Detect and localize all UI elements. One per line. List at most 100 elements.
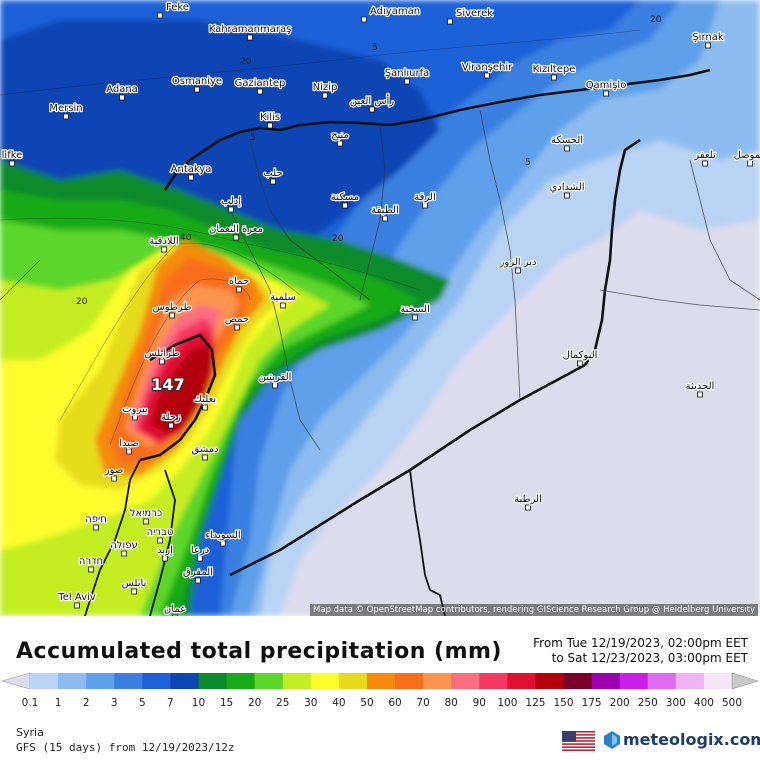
legend-labels: 0.1 1 2 3 5 7 10 15 20 25 30 40 50 60 70 80 90 100 125 150 1…	[0, 697, 760, 711]
city-tiberias[interactable]: טבריה	[145, 526, 175, 544]
city-kilis[interactable]: Kilis	[259, 111, 281, 129]
city-qaryatayn[interactable]: القريتين	[257, 371, 293, 389]
city-adiyaman[interactable]: Adıyaman	[361, 5, 421, 23]
city-osmaniye[interactable]: Osmaniye	[171, 75, 223, 93]
city-hasakah[interactable]: الحسكة	[550, 134, 584, 152]
city-suwayda[interactable]: السويداء	[204, 529, 242, 547]
city-hama[interactable]: حماة	[228, 275, 250, 293]
city-haditha[interactable]: الحديثة	[684, 380, 716, 398]
city-haifa[interactable]: חיפה	[84, 513, 108, 531]
city-sirnak[interactable]: Şırnak	[691, 31, 725, 49]
legend-label: 5	[138, 697, 146, 709]
legend-swatch	[591, 673, 621, 689]
city-tartus[interactable]: طرطوس	[151, 301, 193, 319]
city-marker	[202, 404, 208, 411]
city-zahle[interactable]: زحلة	[160, 411, 182, 429]
city-label: اللاذقية	[149, 236, 178, 247]
city-adana[interactable]: Adana	[105, 83, 139, 101]
city-hadera[interactable]: חדרה	[78, 555, 104, 573]
city-maarat[interactable]: معرة النعمان	[208, 223, 264, 241]
city-beirut[interactable]: بيروت	[121, 403, 149, 421]
city-tel-aviv[interactable]: Tel Aviv	[56, 591, 97, 609]
city-marker	[702, 160, 708, 167]
city-karmiel[interactable]: כרמיאל	[129, 507, 163, 525]
city-marker	[515, 267, 521, 274]
city-talafar[interactable]: تلعفر	[692, 149, 717, 167]
city-label: Viranşehir	[462, 62, 513, 73]
legend-swatch	[30, 673, 59, 689]
legend-swatch	[703, 673, 733, 689]
city-label: الرقة	[414, 192, 435, 203]
city-manbij[interactable]: منبج	[330, 129, 350, 147]
city-mafraq[interactable]: المفرق	[182, 566, 214, 584]
city-irbid[interactable]: إربد	[156, 544, 174, 562]
city-idlib[interactable]: إدلب	[220, 195, 242, 213]
city-label: سلمية	[270, 292, 296, 303]
city-rutba[interactable]: الرطبة	[513, 493, 543, 511]
city-label: lifke	[2, 150, 23, 161]
brand-logo[interactable]: meteologix.com	[604, 730, 760, 749]
precipitation-map[interactable]: Feke Adıyaman Siverek Kahramanmaraş Şırnak Ad…	[0, 0, 760, 616]
city-nablus[interactable]: نابلس	[120, 577, 148, 595]
legend-label: 70	[416, 697, 430, 709]
city-afula[interactable]: עפולה	[109, 539, 139, 557]
city-sukhnah[interactable]: السخنة	[399, 303, 431, 321]
legend-swatch	[451, 673, 480, 689]
city-baalbek[interactable]: بعلبك	[193, 393, 217, 411]
city-label: כרמיאל	[130, 508, 162, 519]
city-marker	[247, 34, 253, 41]
city-qamishlo[interactable]: Qamişlo	[584, 79, 628, 97]
city-label: טבריה	[147, 527, 174, 538]
city-marker	[361, 16, 367, 23]
isoline-label: 20	[240, 57, 252, 67]
city-tyre[interactable]: صور	[103, 464, 124, 482]
city-label: الرطبة	[514, 494, 542, 505]
legend-label: 20	[247, 697, 262, 709]
city-kiziltepe[interactable]: Kızıltepe	[531, 63, 577, 81]
city-label: Mersin	[49, 103, 82, 114]
us-flag-icon[interactable]	[562, 731, 595, 751]
city-marker	[74, 602, 80, 609]
city-mosul[interactable]: الموصل	[732, 149, 760, 167]
city-label: Şırnak	[692, 32, 724, 43]
city-tripoli[interactable]: طرابلس	[143, 347, 181, 365]
legend-label: 125	[525, 697, 546, 709]
city-marker	[63, 113, 69, 120]
city-deir-ez-zor[interactable]: دير الزور	[497, 256, 538, 274]
city-sanliurfa[interactable]: Şanlıurfa	[384, 67, 430, 85]
city-antakya[interactable]: Antakya	[169, 163, 213, 181]
legend-label: 150	[553, 697, 574, 709]
city-viransehir[interactable]: Viranşehir	[461, 61, 514, 79]
city-mersin[interactable]: Mersin	[48, 102, 84, 120]
city-marker	[126, 448, 132, 455]
legend-label: 100	[497, 697, 518, 709]
city-marker	[267, 122, 273, 129]
city-kahramanmaras[interactable]: Kahramanmaraş	[207, 23, 293, 41]
city-silifke[interactable]: lifke	[0, 149, 24, 167]
city-raqqa[interactable]: الرقة	[413, 191, 437, 209]
city-daraa[interactable]: درعا	[190, 544, 210, 562]
city-feke[interactable]: Feke	[157, 1, 190, 19]
city-label: إربد	[157, 545, 173, 556]
map-attribution[interactable]: Map data © OpenStreetMap contributors, r…	[310, 604, 758, 616]
city-shaddadi[interactable]: الشدادي	[548, 181, 586, 199]
legend-swatch	[395, 673, 424, 689]
city-aleppo[interactable]: حلب	[262, 167, 284, 185]
city-tabqa[interactable]: الطبقة	[370, 204, 400, 222]
city-latakia[interactable]: اللاذقية	[148, 235, 180, 253]
legend-swatch	[423, 673, 452, 689]
city-homs[interactable]: حمص	[224, 313, 250, 331]
city-damascus[interactable]: دمشق	[190, 443, 220, 461]
city-salamiyah[interactable]: سلمية	[269, 291, 297, 309]
city-sidon[interactable]: صيدا	[118, 437, 140, 455]
city-ras-al-ain[interactable]: رأس العين	[349, 93, 396, 113]
city-gaziantep[interactable]: Gaziantep	[233, 77, 287, 95]
city-nizip[interactable]: Nizip	[311, 81, 339, 99]
city-abu-kamal[interactable]: البوكمال	[561, 349, 599, 367]
city-marker	[233, 234, 239, 241]
legend-swatch	[58, 673, 87, 689]
city-siverek[interactable]: Siverek	[447, 7, 494, 25]
city-label: חיפה	[85, 514, 107, 525]
city-maskanah[interactable]: مسكنة	[330, 191, 360, 209]
city-amman[interactable]: عمان	[163, 603, 187, 616]
